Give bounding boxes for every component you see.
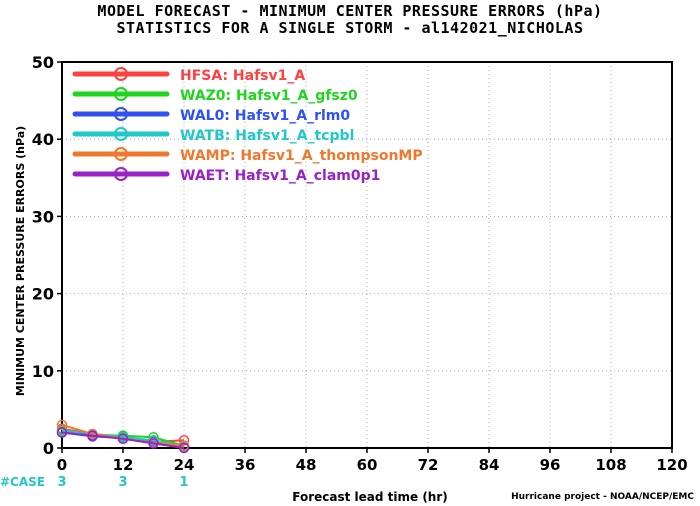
chart-title: MODEL FORECAST - MINIMUM CENTER PRESSURE…	[97, 2, 603, 20]
y-axis-label: MINIMUM CENTER PRESSURE ERRORS (hPa)	[14, 126, 27, 396]
data-point	[87, 430, 98, 441]
case-label: #CASE	[0, 475, 45, 489]
x-tick-label: 60	[357, 456, 378, 474]
legend-entry: WAET: Hafsv1_A_clam0p1	[72, 167, 380, 184]
legend-label: HFSA: Hafsv1_A	[180, 68, 305, 84]
chart-subtitle: STATISTICS FOR A SINGLE STORM - al142021…	[116, 19, 584, 37]
y-tick-label: 20	[32, 285, 54, 304]
legend-marker	[114, 147, 128, 161]
y-tick-label: 40	[32, 130, 54, 149]
x-tick-label: 36	[235, 456, 256, 474]
data-point	[56, 427, 68, 438]
x-tick-label: 72	[418, 456, 439, 474]
legend-entry: WAZ0: Hafsv1_A_gfsz0	[72, 87, 358, 104]
data-point	[56, 419, 68, 431]
legend-label: WATB: Hafsv1_A_tcpbl	[180, 128, 354, 144]
y-tick-label: 0	[43, 439, 54, 458]
legend-label: WAL0: Hafsv1_A_rlm0	[180, 108, 350, 124]
legend-label: WAMP: Hafsv1_A_thompsonMP	[180, 148, 423, 164]
legend-marker	[114, 67, 128, 81]
x-tick-label: 108	[595, 456, 626, 474]
legend-marker	[114, 87, 128, 101]
x-axis-label: Forecast lead time (hr)	[292, 490, 448, 504]
data-point	[117, 433, 129, 444]
series-5	[56, 427, 190, 454]
legend-entry: WATB: Hafsv1_A_tcpbl	[72, 127, 354, 144]
data-point	[148, 438, 159, 449]
case-count: 3	[118, 475, 127, 490]
x-tick-label: 24	[174, 456, 195, 474]
series-line	[61, 429, 185, 448]
legend-entry: WAL0: Hafsv1_A_rlm0	[72, 107, 350, 124]
y-tick-label: 10	[32, 362, 54, 381]
y-tick-label: 50	[32, 53, 54, 72]
legend-marker	[114, 107, 128, 121]
case-count: 1	[179, 475, 188, 490]
x-tick-label: 12	[113, 456, 134, 474]
data-point	[178, 442, 190, 454]
legend-marker	[114, 167, 128, 181]
legend-marker	[114, 127, 128, 141]
legend-label: WAZ0: Hafsv1_A_gfsz0	[180, 88, 358, 104]
x-tick-label: 48	[296, 456, 317, 474]
x-tick-label: 84	[479, 456, 500, 474]
y-tick-label: 30	[32, 207, 54, 226]
x-tick-label: 96	[540, 456, 561, 474]
legend-entry: WAMP: Hafsv1_A_thompsonMP	[72, 147, 423, 164]
credit-text: Hurricane project - NOAA/NCEP/EMC	[511, 492, 694, 502]
legend-entry: HFSA: Hafsv1_A	[72, 67, 305, 84]
x-tick-label: 120	[656, 456, 687, 474]
x-tick-label: 0	[57, 456, 67, 474]
legend-label: WAET: Hafsv1_A_clam0p1	[180, 168, 380, 184]
series-line	[61, 431, 185, 449]
case-count: 3	[57, 475, 66, 490]
